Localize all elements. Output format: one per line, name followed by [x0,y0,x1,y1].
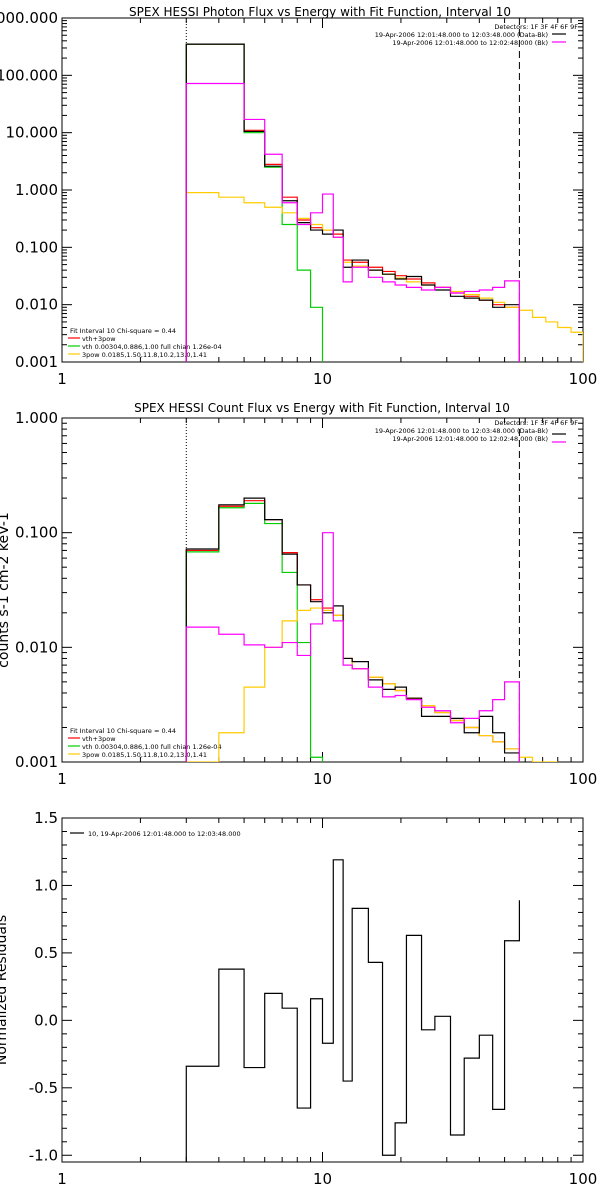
series-group [185,43,583,362]
y-tick-label: 0.010 [15,638,58,656]
series-bk [185,532,521,762]
y-tick-label: 1.000 [15,181,58,199]
count-flux-legend-bk: 19-Apr-2006 12:01:48.000 to 12:02:48.000… [392,435,548,443]
y-tick-label: 1.5 [34,809,58,827]
series-10-19-apr-2006-12-01-48-000-to-12-03-48-000 [185,859,521,1162]
count-flux-title: SPEX HESSI Count Flux vs Energy with Fit… [134,401,510,415]
series-data-bk [185,497,521,762]
x-tick-label: 1 [57,1170,67,1188]
y-tick-label: 1.0 [34,876,58,894]
count-flux-legend-vth: vth 0.00304,0.886,1.00 full chian 1.26e-… [82,743,222,751]
series-3pow [185,192,583,362]
y-tick-label: 0.001 [15,753,58,771]
series-group [185,859,521,1162]
x-tick-label: 1 [57,370,67,388]
y-tick-label: 10.000 [6,124,59,142]
x-tick-label: 10 [313,770,332,788]
y-tick-label: 0.0 [34,1011,58,1029]
x-tick-label: 100 [569,770,598,788]
x-tick-label: 100 [569,370,598,388]
series-vth-3pow [185,43,521,362]
series-group [185,497,558,762]
count-flux-legend-data: 19-Apr-2006 12:01:48.000 to 12:03:48.000… [375,427,548,435]
y-tick-label: 0.001 [15,353,58,371]
count-flux-ylabel: counts s-1 cm-2 keV-1 [0,512,12,668]
series-bk [185,82,521,362]
x-tick-label: 100 [569,1170,598,1188]
series-3pow [186,607,558,762]
y-tick-label: 100.000 [0,66,58,84]
residuals-panel: Normalized Residuals 10, 19-Apr-2006 12:… [0,809,597,1188]
y-tick-label: 0.100 [15,524,58,542]
count-flux-panel: SPEX HESSI Count Flux vs Energy with Fit… [0,401,597,788]
x-tick-label: 10 [313,1170,332,1188]
residuals-ylabel: Normalized Residuals [0,915,10,1065]
photon-flux-legend-fit: vth+3pow [82,335,116,343]
y-tick-label: 1.000 [15,409,58,427]
photon-flux-legend-data: 19-Apr-2006 12:01:48.000 to 12:03:48.000… [375,31,548,39]
x-tick-label: 10 [313,370,332,388]
count-flux-legend-3pow: 3pow 0.0185,1.50,11.8,10.2,13.0,1.41 [82,751,207,759]
series-vth-3pow [185,500,521,762]
photon-flux-title: SPEX HESSI Photon Flux vs Energy with Fi… [129,5,511,19]
count-flux-detectors: Detectors: 1F 3F 4F 6F 9F [494,419,578,427]
count-flux-legend-fit: vth+3pow [82,735,116,743]
photon-flux-legend-bk: 19-Apr-2006 12:01:48.000 to 12:02:48.000… [392,39,548,47]
photon-flux-panel: SPEX HESSI Photon Flux vs Energy with Fi… [0,5,597,388]
photon-flux-detectors: Detectors: 1F 3F 4F 6F 9F [494,23,578,31]
y-tick-label: 0.100 [15,238,58,256]
series-data-bk [185,43,521,362]
y-tick-label: 0.010 [15,296,58,314]
residuals-legend-label: 10, 19-Apr-2006 12:01:48.000 to 12:03:48… [88,830,241,838]
y-tick-label: -0.5 [29,1079,58,1097]
series-vth [185,502,324,762]
count-flux-fit-info: Fit Interval 10 Chi-square = 0.44 [70,727,176,735]
photon-flux-legend-3pow: 3pow 0.0185,1.50,11.8,10.2,13.0,1.41 [82,351,207,359]
photon-flux-fit-info: Fit Interval 10 Chi-square = 0.44 [70,327,176,335]
y-tick-label: 0.5 [34,944,58,962]
y-tick-label: -1.0 [29,1146,58,1164]
x-tick-label: 1 [57,770,67,788]
photon-flux-legend-vth: vth 0.00304,0.886,1.00 full chian 1.26e-… [82,343,222,351]
